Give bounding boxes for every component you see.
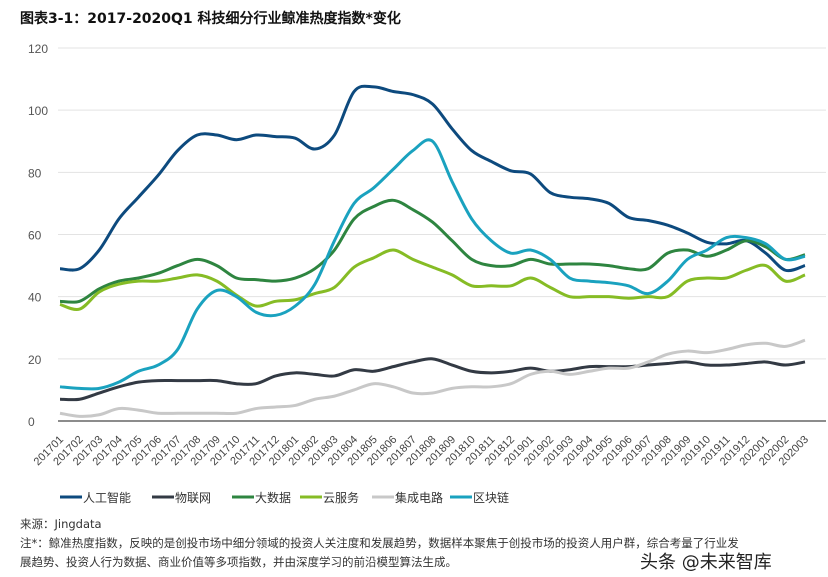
series-line-1 <box>59 84 806 273</box>
watermark: 头条 @未来智库 <box>640 552 772 573</box>
legend-label: 大数据 <box>255 490 291 505</box>
y-tick-label: 60 <box>28 229 42 243</box>
source-note: 来源：Jingdata <box>20 517 102 531</box>
y-tick-label: 20 <box>28 353 42 367</box>
series-line-6 <box>59 138 806 391</box>
series-line-5 <box>59 338 806 418</box>
line-chart: 0204060801001202017012017022017032017042… <box>28 42 826 505</box>
y-tick-label: 80 <box>28 166 42 180</box>
footnote-line1: 注*：鲸准热度指数，反映的是创投市场中细分领域的投资人关注度和发展趋势，数据样本… <box>20 536 739 550</box>
y-tick-label: 120 <box>28 42 48 56</box>
y-tick-label: 0 <box>28 415 35 429</box>
legend-label: 集成电路 <box>395 490 443 505</box>
y-tick-label: 40 <box>28 291 42 305</box>
chart-title: 图表3-1：2017-2020Q1 科技细分行业鲸准热度指数*变化 <box>20 11 401 27</box>
y-tick-label: 100 <box>28 104 48 118</box>
legend-label: 区块链 <box>473 490 509 505</box>
legend-label: 云服务 <box>323 490 359 505</box>
series-line-4 <box>59 248 806 312</box>
legend-label: 人工智能 <box>83 490 131 505</box>
series-line-3 <box>59 198 806 304</box>
footnote-line2: 展趋势、投资人行为数据、商业价值等多项指数，并由深度学习的前沿模型算法生成。 <box>20 555 457 569</box>
series-line-2 <box>59 357 806 402</box>
legend-label: 物联网 <box>175 491 211 505</box>
